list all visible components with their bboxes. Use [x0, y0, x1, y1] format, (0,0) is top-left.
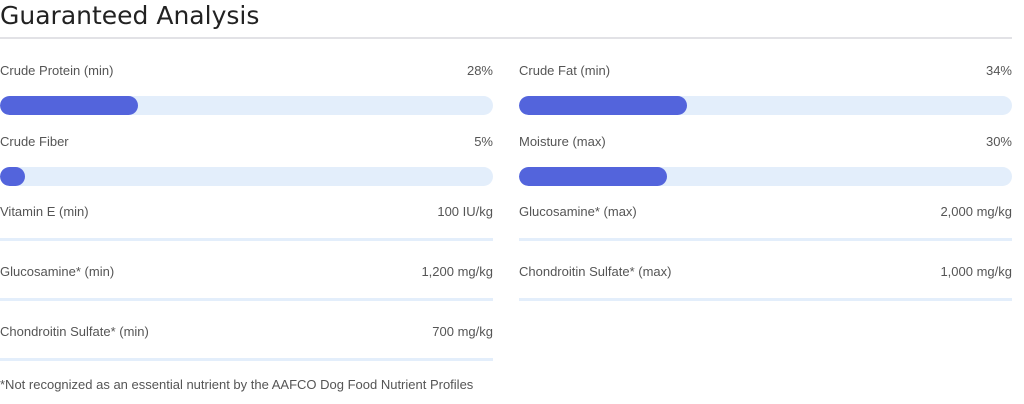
- progress-fill: [0, 96, 139, 115]
- nutrient-value: 1,200 mg/kg: [421, 264, 493, 279]
- nutrient-row: Glucosamine* (min) 1,200 mg/kg: [0, 264, 493, 301]
- title-divider: [0, 37, 1012, 39]
- nutrient-label: Vitamin E (min): [0, 204, 89, 219]
- nutrient-value: 2,000 mg/kg: [940, 204, 1012, 219]
- nutrient-label: Glucosamine* (max): [519, 204, 637, 219]
- nutrient-value: 34%: [985, 63, 1012, 78]
- progress-track: [519, 96, 1012, 115]
- nutrient-bar-moisture: Moisture (max) 30%: [519, 134, 1012, 186]
- nutrient-label: Glucosamine* (min): [0, 264, 115, 279]
- row-divider: [0, 238, 493, 241]
- nutrient-value: 28%: [466, 63, 493, 78]
- nutrient-bar-crude-protein: Crude Protein (min) 28%: [0, 63, 493, 115]
- progress-fill: [519, 96, 687, 115]
- progress-track: [0, 167, 493, 186]
- progress-track: [0, 96, 493, 115]
- row-divider: [0, 298, 493, 301]
- row-divider: [519, 238, 1012, 241]
- row-divider: [0, 358, 493, 361]
- nutrient-bar-crude-fat: Crude Fat (min) 34%: [519, 63, 1012, 115]
- nutrient-label: Chondroitin Sulfate* (min): [0, 324, 149, 339]
- nutrient-row: Vitamin E (min) 100 IU/kg: [0, 204, 493, 241]
- footnote: *Not recognized as an essential nutrient…: [0, 377, 474, 392]
- row-divider: [519, 298, 1012, 301]
- nutrient-label: Moisture (max): [519, 134, 606, 149]
- nutrient-label: Chondroitin Sulfate* (max): [519, 264, 672, 279]
- progress-track: [519, 167, 1012, 186]
- nutrient-value: 100 IU/kg: [437, 204, 493, 219]
- progress-fill: [0, 167, 25, 186]
- nutrient-label: Crude Fiber: [0, 134, 69, 149]
- nutrient-value: 700 mg/kg: [432, 324, 493, 339]
- page-title: Guaranteed Analysis: [0, 1, 260, 30]
- nutrient-value: 1,000 mg/kg: [940, 264, 1012, 279]
- nutrient-row: Glucosamine* (max) 2,000 mg/kg: [519, 204, 1012, 241]
- nutrient-bar-crude-fiber: Crude Fiber 5%: [0, 134, 493, 186]
- nutrient-label: Crude Fat (min): [519, 63, 611, 78]
- progress-fill: [519, 167, 667, 186]
- nutrient-value: 30%: [985, 134, 1012, 149]
- nutrient-label: Crude Protein (min): [0, 63, 114, 78]
- nutrient-row: Chondroitin Sulfate* (max) 1,000 mg/kg: [519, 264, 1012, 301]
- nutrient-row: Chondroitin Sulfate* (min) 700 mg/kg: [0, 324, 493, 361]
- nutrient-value: 5%: [474, 134, 493, 149]
